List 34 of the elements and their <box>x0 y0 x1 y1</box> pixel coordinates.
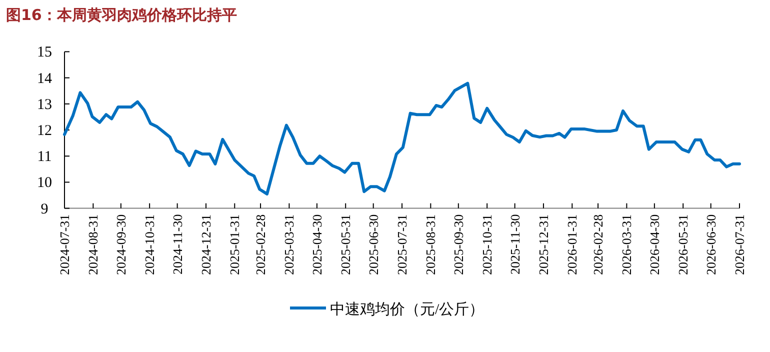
y-tick-label: 11 <box>37 149 52 166</box>
x-tick-label: 2025-09-30 <box>450 214 466 275</box>
x-tick-label: 2025-12-31 <box>536 214 551 275</box>
x-tick-label: 2026-04-30 <box>646 214 662 275</box>
chart-title: 图16：本周黄羽肉鸡价格环比持平 <box>6 6 237 24</box>
x-tick-label: 2026-07-31 <box>732 214 747 275</box>
x-tick-label: 2025-03-31 <box>282 214 297 275</box>
y-tick-label: 15 <box>37 44 52 61</box>
x-tick-label: 2025-11-30 <box>507 214 522 274</box>
y-tick-label: 12 <box>37 123 52 139</box>
x-tick-label: 2024-12-31 <box>198 214 214 275</box>
x-tick-label: 2025-07-31 <box>394 214 410 275</box>
y-tick-label: 10 <box>37 175 52 192</box>
x-tick-label: 2024-10-31 <box>142 214 158 275</box>
y-tick-label: 13 <box>37 96 52 113</box>
x-tick-label: 2024-11-30 <box>170 214 185 274</box>
x-tick-label: 2026-06-30 <box>703 214 718 275</box>
x-tick-label: 2024-07-31 <box>57 214 72 275</box>
x-tick-label: 2025-04-30 <box>309 214 324 275</box>
x-tick-label: 2026-05-31 <box>676 214 691 275</box>
x-tick-label: 2024-09-30 <box>113 214 128 275</box>
x-tick-label: 2025-02-28 <box>253 214 268 275</box>
x-tick-label: 2026-03-31 <box>619 214 634 275</box>
x-tick-label: 2025-10-31 <box>480 214 495 275</box>
y-tick-label: 9 <box>40 201 48 218</box>
x-tick-label: 2025-06-30 <box>366 214 381 275</box>
y-tick-label: 14 <box>37 70 52 87</box>
x-tick-label: 2026-01-31 <box>564 214 580 275</box>
x-tick-label: 2024-08-31 <box>86 214 101 275</box>
x-tick-label: 2025-05-31 <box>338 214 354 275</box>
x-tick-label: 2026-02-28 <box>590 214 606 275</box>
x-tick-label: 2025-08-31 <box>423 214 438 275</box>
legend-label: 中速鸡均价（元/公斤） <box>330 301 484 318</box>
x-tick-label: 2025-01-31 <box>227 214 242 275</box>
